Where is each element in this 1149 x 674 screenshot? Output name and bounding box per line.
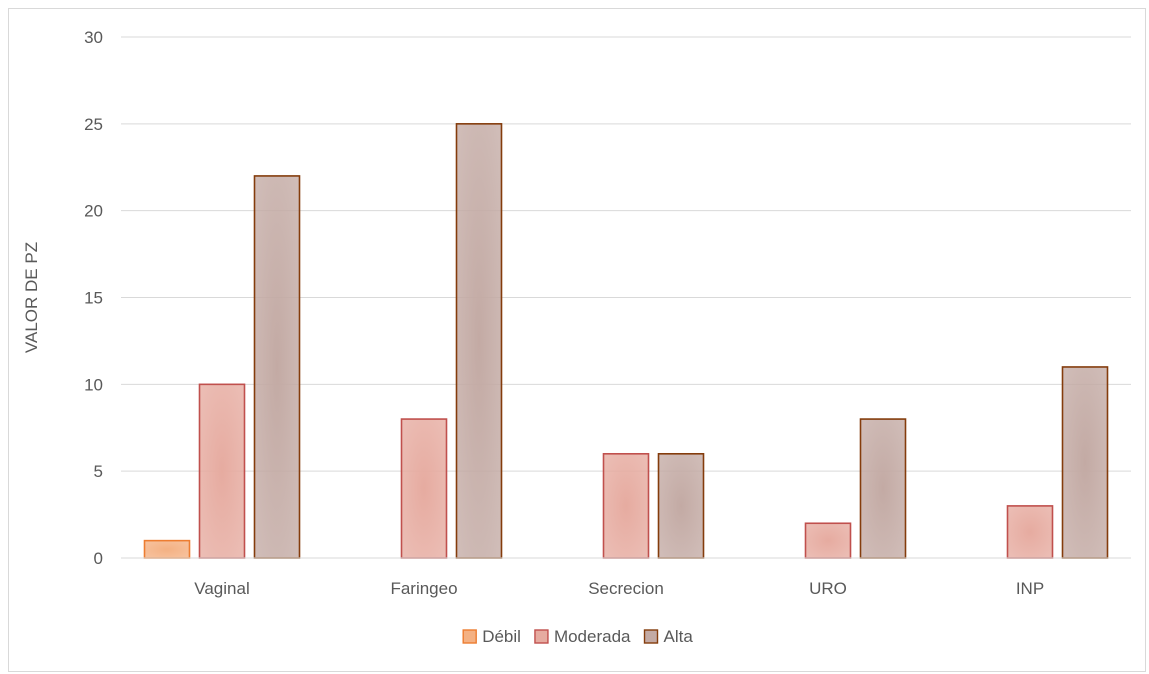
x-tick-label: Secrecion bbox=[588, 579, 664, 598]
bar-moderada-uro bbox=[804, 522, 852, 559]
y-tick-label: 25 bbox=[84, 115, 103, 134]
y-tick-label: 10 bbox=[84, 375, 103, 394]
x-tick-label: INP bbox=[1016, 579, 1044, 598]
bar-moderada-secrecion bbox=[602, 452, 650, 559]
bar-moderada-faringeo bbox=[400, 418, 448, 559]
legend-label: Alta bbox=[664, 627, 694, 646]
x-tick-label: Vaginal bbox=[194, 579, 249, 598]
y-axis-title: VALOR DE PZ bbox=[22, 242, 41, 353]
bar-alta-uro bbox=[859, 418, 907, 559]
bar-moderada-vaginal bbox=[198, 383, 246, 559]
bar-alta-faringeo bbox=[455, 123, 503, 559]
bar-dbil-vaginal bbox=[143, 539, 191, 559]
bar-alta-inp bbox=[1061, 366, 1109, 559]
legend-swatch bbox=[643, 629, 659, 644]
legend-label: Débil bbox=[482, 627, 521, 646]
chart-container: 0 5 10 15 20 25 30 Vaginal Faringeo Secrecion URO I… bbox=[8, 8, 1146, 672]
bar-chart: 0 5 10 15 20 25 30 Vaginal Faringeo Secrecion URO I… bbox=[22, 28, 1131, 646]
bar-alta-vaginal bbox=[253, 175, 301, 559]
y-tick-label: 15 bbox=[84, 289, 103, 308]
bar-moderada-inp bbox=[1006, 505, 1054, 559]
x-tick-label: URO bbox=[809, 579, 847, 598]
y-tick-label: 5 bbox=[94, 462, 103, 481]
legend-label: Moderada bbox=[554, 627, 631, 646]
axes: 0 5 10 15 20 25 30 Vaginal Faringeo Secrecion URO I… bbox=[84, 28, 1131, 598]
bar-alta-secrecion bbox=[657, 452, 705, 559]
legend-swatch bbox=[534, 629, 549, 644]
y-tick-label: 30 bbox=[84, 28, 103, 47]
y-tick-label: 20 bbox=[84, 202, 103, 221]
y-tick-label: 0 bbox=[94, 549, 103, 568]
bars bbox=[143, 123, 1109, 559]
x-tick-label: Faringeo bbox=[390, 579, 457, 598]
legend-swatch bbox=[462, 629, 477, 644]
legend: Débil Moderada Alta bbox=[462, 627, 694, 646]
